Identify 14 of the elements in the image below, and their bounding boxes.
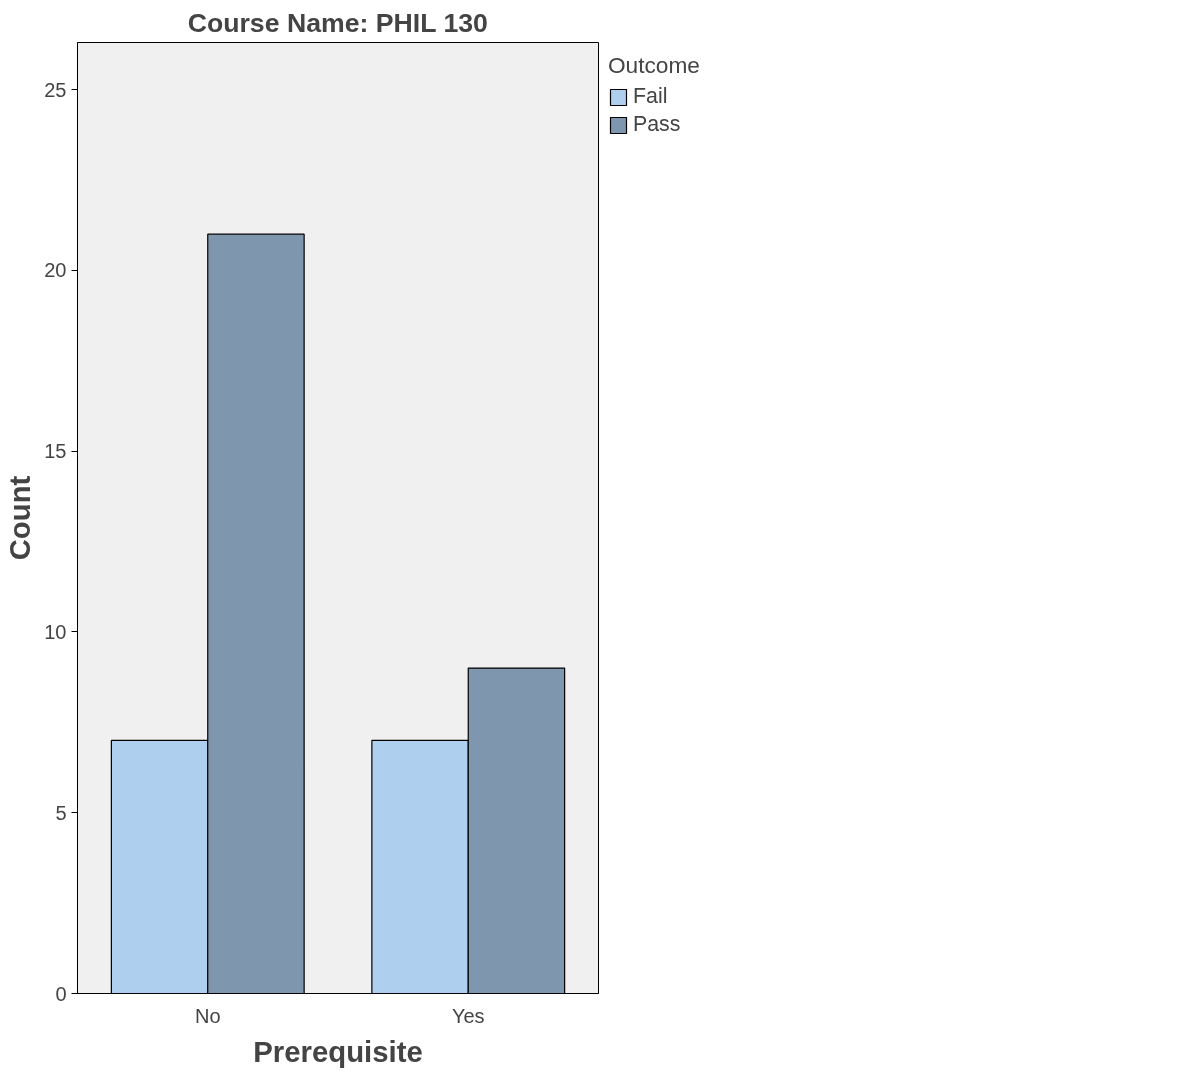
y-tick-label: 0 — [55, 982, 67, 1005]
y-tick-label: 10 — [44, 620, 67, 643]
legend-title: Outcome — [608, 52, 700, 79]
y-tick-label: 25 — [44, 78, 67, 101]
x-tick-label: No — [194, 1004, 221, 1027]
y-tick-label: 5 — [55, 801, 67, 824]
y-tick-label: 20 — [44, 259, 67, 282]
y-axis-title: Count — [3, 475, 37, 561]
x-tick-label: Yes — [451, 1004, 485, 1027]
y-tick-label: 15 — [44, 440, 67, 463]
x-axis-title: Prerequisite — [253, 1034, 423, 1068]
legend-label: Pass — [633, 112, 681, 137]
legend-label: Fail — [633, 84, 668, 109]
chart-title: Course Name: PHIL 130 — [187, 7, 488, 38]
